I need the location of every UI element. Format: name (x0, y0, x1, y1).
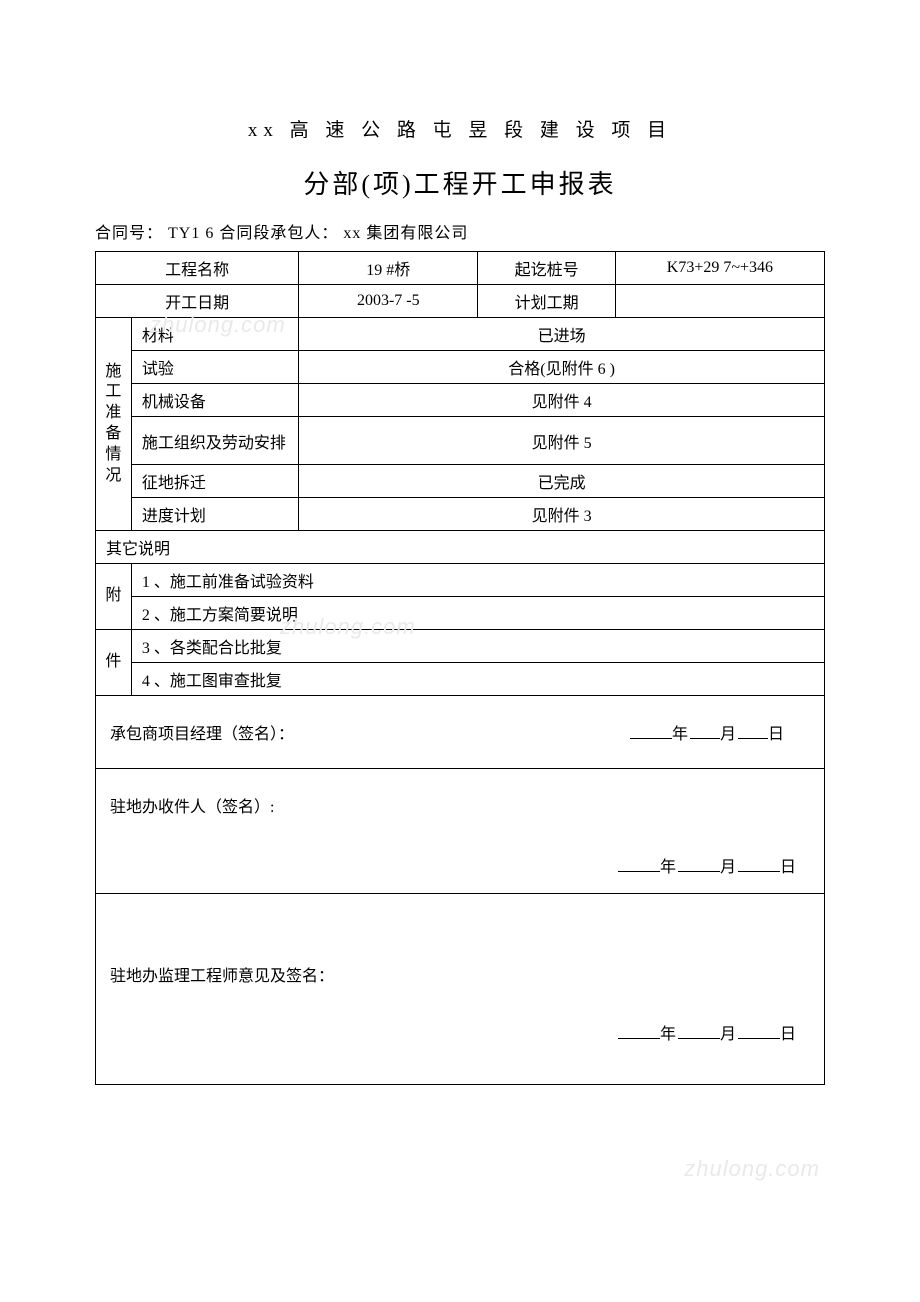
cell-station-value: K73+29 7~+346 (615, 252, 824, 285)
signature-label: 驻地办收件人（签名）: (110, 793, 810, 817)
signature-label: 承包商项目经理（签名）： (110, 720, 294, 744)
table-row: 机械设备 见附件 4 (96, 384, 825, 417)
form-table: 工程名称 19 #桥 起讫桩号 K73+29 7~+346 开工日期 2003-… (95, 251, 825, 696)
signature-label: 驻地办监理工程师意见及签名： (110, 962, 810, 986)
contractor-name: xx 集团有限公司 (343, 225, 468, 242)
cell-project-name-label: 工程名称 (96, 252, 299, 285)
prep-label: 征地拆迁 (131, 465, 298, 498)
cell-station-label: 起讫桩号 (478, 252, 615, 285)
contract-prefix: 合同号： (95, 225, 163, 242)
cell-startdate-label: 开工日期 (96, 285, 299, 318)
table-row: 进度计划 见附件 3 (96, 498, 825, 531)
prep-label: 施工组织及劳动安排 (131, 417, 298, 465)
project-header: xx 高 速 公 路 屯 昱 段 建 设 项 目 (95, 115, 825, 142)
prep-label: 机械设备 (131, 384, 298, 417)
attachment-item: 3 、各类配合比批复 (131, 630, 824, 663)
signature-block-supervisor: 驻地办监理工程师意见及签名： 年月日 (95, 894, 825, 1085)
cell-project-name-value: 19 #桥 (299, 252, 478, 285)
signature-block-contractor: 承包商项目经理（签名）： 年月日 (95, 696, 825, 769)
date-slot: 年月日 (618, 1020, 810, 1044)
contract-line: 合同号： TY1 6 合同段承包人： xx 集团有限公司 (95, 219, 825, 243)
prep-value: 见附件 5 (299, 417, 825, 465)
table-row: 4 、施工图审查批复 (96, 663, 825, 696)
prep-value: 合格(见附件 6 ) (299, 351, 825, 384)
prep-value: 已进场 (299, 318, 825, 351)
other-note: 其它说明 (96, 531, 825, 564)
prep-label: 材料 (131, 318, 298, 351)
table-row: 征地拆迁 已完成 (96, 465, 825, 498)
prep-value: 已完成 (299, 465, 825, 498)
table-row: 附 1 、施工前准备试验资料 (96, 564, 825, 597)
attach-header-bot: 件 (96, 630, 132, 696)
prep-label: 试验 (131, 351, 298, 384)
prep-value: 见附件 3 (299, 498, 825, 531)
table-row: 开工日期 2003-7 -5 计划工期 (96, 285, 825, 318)
attachment-item: 1 、施工前准备试验资料 (131, 564, 824, 597)
watermark: zhulong.com (684, 1156, 820, 1182)
signature-block-receiver: 驻地办收件人（签名）: 年月日 (95, 769, 825, 894)
attach-header-top: 附 (96, 564, 132, 630)
cell-duration-label: 计划工期 (478, 285, 615, 318)
table-row: 施工准备情况 材料 已进场 (96, 318, 825, 351)
attachment-item: 4 、施工图审查批复 (131, 663, 824, 696)
cell-duration-value (615, 285, 824, 318)
table-row: 施工组织及劳动安排 见附件 5 (96, 417, 825, 465)
table-row: 其它说明 (96, 531, 825, 564)
prep-label: 进度计划 (131, 498, 298, 531)
date-slot: 年月日 (630, 720, 810, 744)
table-row: 工程名称 19 #桥 起讫桩号 K73+29 7~+346 (96, 252, 825, 285)
prep-value: 见附件 4 (299, 384, 825, 417)
table-row: 件 3 、各类配合比批复 (96, 630, 825, 663)
table-row: 2 、施工方案简要说明 (96, 597, 825, 630)
prep-header: 施工准备情况 (96, 318, 132, 531)
contract-no: TY1 6 (168, 225, 214, 242)
contractor-prefix: 合同段承包人： (219, 225, 338, 242)
table-row: 试验 合格(见附件 6 ) (96, 351, 825, 384)
cell-startdate-value: 2003-7 -5 (299, 285, 478, 318)
page-title: 分部(项)工程开工申报表 (95, 164, 825, 201)
date-slot: 年月日 (618, 853, 810, 877)
attachment-item: 2 、施工方案简要说明 (131, 597, 824, 630)
